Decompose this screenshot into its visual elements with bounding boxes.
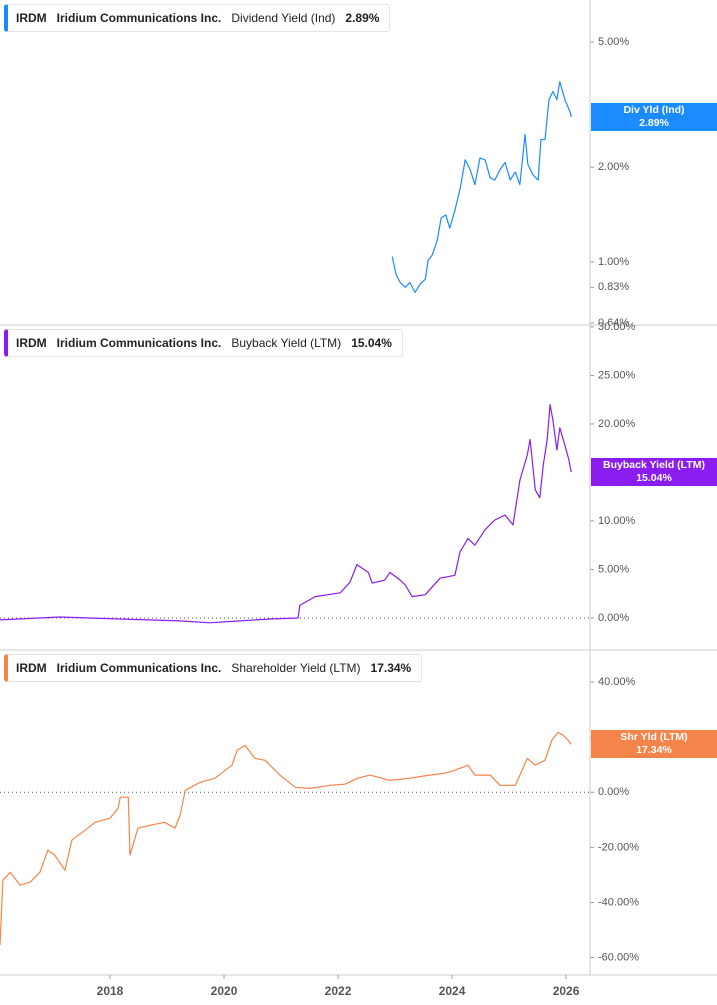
y-tick-label: 1.00%: [598, 256, 629, 268]
tag-value: 17.34%: [636, 744, 672, 757]
x-tick-label: 2018: [97, 984, 124, 998]
tag-value: 2.89%: [639, 116, 669, 129]
legend-header: IRDM Iridium Communications Inc. Sharehold…: [4, 654, 423, 682]
legend-value: 17.34%: [370, 661, 412, 675]
y-tick-label: 0.00%: [598, 786, 629, 798]
ticker: IRDM: [16, 661, 47, 675]
y-tick-label: 5.00%: [598, 563, 629, 575]
y-tick-label: -40.00%: [598, 896, 639, 908]
y-tick-label: 0.00%: [598, 612, 629, 624]
tag-name: Buyback Yield (LTM): [603, 459, 705, 472]
x-tick-label: 2026: [553, 984, 580, 998]
y-tick-label: 40.00%: [598, 676, 636, 688]
y-tick-label: 2.00%: [598, 161, 629, 173]
y-tick-label: 0.83%: [598, 281, 629, 293]
y-tick-label: 30.00%: [598, 321, 636, 333]
y-tick-label: -20.00%: [598, 841, 639, 853]
legend-header: IRDM Iridium Communications Inc. Dividend …: [4, 4, 391, 32]
legend-entry: Dividend Yield (Ind): [231, 11, 336, 25]
x-tick-label: 2022: [325, 984, 352, 998]
last-value-tag: Div Yld (Ind) 2.89%: [591, 102, 717, 131]
legend-value: 15.04%: [351, 336, 392, 350]
line-series: [391, 81, 572, 293]
y-tick-label: 25.00%: [598, 369, 636, 381]
company: Iridium Communications Inc.: [56, 11, 222, 25]
last-value-tag: Buyback Yield (LTM) 15.04%: [591, 458, 717, 487]
y-tick-label: 0.64%: [598, 317, 629, 329]
legend-entry: Shareholder Yield (LTM): [231, 661, 361, 675]
tag-value: 15.04%: [636, 472, 672, 485]
y-tick-label: 20.00%: [598, 418, 636, 430]
ticker: IRDM: [16, 11, 47, 25]
company: Iridium Communications Inc.: [56, 661, 222, 675]
tag-name: Shr Yld (LTM): [620, 731, 688, 744]
line-series: [0, 404, 572, 624]
x-tick-label: 2024: [439, 984, 466, 998]
legend-header: IRDM Iridium Communications Inc. Buyback Y…: [4, 329, 403, 357]
y-tick-label: 5.00%: [598, 36, 629, 48]
ticker: IRDM: [16, 336, 47, 350]
x-tick-label: 2020: [211, 984, 238, 998]
legend-entry: Buyback Yield (LTM): [231, 336, 342, 350]
legend-value: 2.89%: [345, 11, 380, 25]
tag-name: Div Yld (Ind): [623, 103, 685, 116]
last-value-tag: Shr Yld (LTM) 17.34%: [591, 730, 717, 759]
y-tick-label: 10.00%: [598, 515, 636, 527]
company: Iridium Communications Inc.: [56, 336, 222, 350]
line-series: [0, 731, 572, 946]
y-tick-label: -60.00%: [598, 952, 639, 964]
